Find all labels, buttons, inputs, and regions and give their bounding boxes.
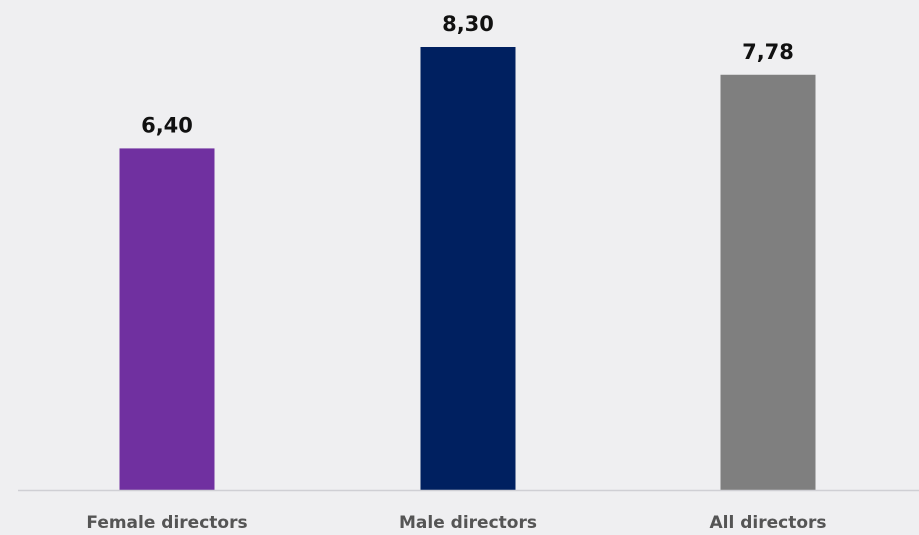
bar-all-directors <box>720 74 816 491</box>
category-label-male-directors: Male directors <box>399 513 537 533</box>
value-label-female-directors: 6,40 <box>141 113 193 137</box>
value-labels-group: 6,40 8,30 7,78 <box>141 12 794 137</box>
value-label-all-directors: 7,78 <box>742 40 794 64</box>
value-label-male-directors: 8,30 <box>442 12 494 36</box>
bar-female-directors <box>119 148 215 490</box>
category-labels-group: Female directors Male directors All direct… <box>86 513 826 533</box>
bar-male-directors <box>420 47 516 490</box>
category-label-all-directors: All directors <box>709 513 826 533</box>
bars-group <box>119 47 816 491</box>
category-label-female-directors: Female directors <box>86 513 247 533</box>
